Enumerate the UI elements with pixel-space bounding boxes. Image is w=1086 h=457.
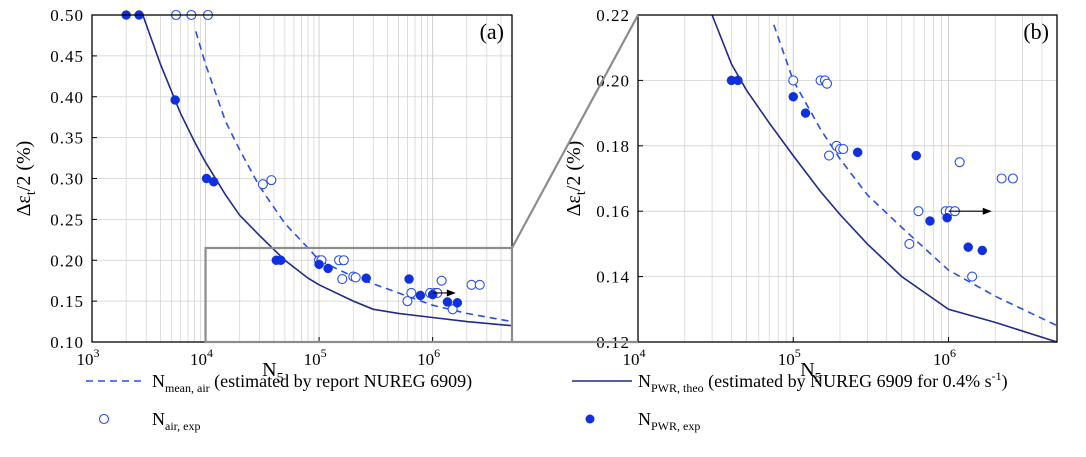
data-point-pwr_exp [733, 75, 743, 86]
x-axis-label: N5 [800, 359, 821, 386]
data-point-air_exp [338, 255, 349, 266]
zoom-connector [204, 14, 639, 344]
data-point-pwr_exp [323, 263, 333, 274]
data-point-pwr_exp [963, 242, 973, 252]
y-axis-label: Δεt/2 (%) [563, 141, 589, 217]
series-line-pwr_theo [711, 14, 1058, 343]
x-tick-label: 104 [190, 346, 213, 369]
y-axis-label: Δεt/2 (%) [13, 141, 39, 217]
x-tick-label: 105 [304, 346, 327, 369]
data-point-pwr_exp [170, 95, 180, 105]
data-point-air_exp [904, 238, 915, 249]
data-point-air_exp [954, 157, 965, 168]
x-tick-label: 104 [623, 346, 646, 369]
x-tick-label: 106 [417, 346, 440, 369]
runout-arrow-head [446, 289, 456, 297]
data-point-air_exp [350, 272, 361, 283]
series-line-pwr_theo [142, 14, 513, 327]
y-tick-label: 0.45 [50, 47, 84, 66]
data-point-air_exp [967, 271, 978, 282]
data-point-air_exp [823, 150, 835, 161]
series-line-mean_air [773, 24, 1058, 327]
data-point-pwr_exp [911, 150, 922, 161]
data-point-air_exp [913, 206, 924, 217]
y-tick-label: 0.25 [50, 210, 84, 229]
panel-label: (a) [480, 19, 504, 44]
y-tick-label: 0.22 [596, 6, 630, 25]
data-point-pwr_exp [276, 255, 286, 265]
legend-swatch-open-circle [98, 413, 110, 425]
legend: Nmean, air (estimated by report NUREG 69… [86, 369, 1008, 433]
data-point-pwr_exp [925, 216, 935, 226]
zoom-box [204, 246, 514, 344]
data-point-pwr_exp [452, 298, 463, 308]
x-axis-label: N5 [262, 359, 283, 386]
data-point-air_exp [436, 275, 447, 286]
data-point-pwr_exp [361, 273, 371, 283]
data-point-pwr_exp [208, 177, 219, 187]
legend-item-pwr_exp: NPWR, exp [585, 409, 700, 433]
data-point-pwr_exp [977, 245, 988, 256]
data-point-pwr_exp [942, 212, 952, 223]
x-tick-label: 103 [77, 346, 100, 369]
data-point-air_exp [266, 175, 277, 186]
data-point-pwr_exp [314, 259, 324, 270]
data-point-pwr_exp [800, 108, 811, 118]
legend-item-pwr_theo: NPWR, theo (estimated by NUREG 6909 for … [572, 369, 1008, 395]
y-tick-label: 0.20 [50, 251, 84, 270]
panel-a: 0.10 0.15 0.20 0.25 0.30 0.35 0.40 0.45 0.50 103 1… [13, 6, 513, 386]
data-point-pwr_exp [852, 147, 863, 158]
zoom-line-top [511, 14, 639, 249]
grid [637, 14, 1058, 343]
data-point-pwr_exp [427, 289, 438, 300]
data-point-air_exp [996, 173, 1007, 184]
legend-label: Nair, exp [152, 409, 201, 433]
y-tick-label: 0.16 [596, 202, 630, 221]
legend-item-air_exp: Nair, exp [98, 409, 201, 433]
runout-arrow-head [982, 207, 992, 215]
y-tick-label: 0.50 [50, 6, 84, 25]
data-point-air_exp [838, 144, 849, 155]
data-point-air_exp [466, 279, 477, 290]
y-tick-label: 0.35 [50, 129, 84, 148]
data-point-air_exp [257, 179, 268, 190]
y-tick-label: 0.10 [50, 333, 84, 352]
data-point-pwr_exp [415, 290, 426, 301]
y-tick-label: 0.40 [50, 88, 84, 107]
y-tick-label: 0.15 [50, 292, 84, 311]
y-tick-label: 0.18 [596, 137, 630, 156]
legend-swatch-filled-circle [585, 414, 595, 424]
data-point-air_exp [406, 287, 417, 299]
data-point-air_exp [788, 75, 799, 86]
legend-label: Nmean, air (estimated by report NUREG 69… [152, 371, 472, 395]
x-tick-label: 105 [778, 346, 801, 369]
data-point-air_exp [1007, 173, 1018, 184]
data-point-air_exp [821, 78, 833, 89]
legend-label: NPWR, exp [638, 409, 700, 433]
panel-label: (b) [1023, 19, 1049, 44]
data-point-air_exp [337, 274, 348, 285]
data-point-air_exp [447, 304, 458, 315]
data-point-pwr_exp [404, 274, 414, 284]
data-point-air_exp [402, 296, 413, 307]
y-tick-label: 0.30 [50, 170, 84, 189]
y-tick-label: 0.14 [596, 268, 630, 287]
legend-label: NPWR, theo (estimated by NUREG 6909 for … [638, 369, 1008, 395]
x-tick-label: 106 [933, 346, 956, 369]
plot-frame [637, 14, 1058, 343]
data-point-air_exp [474, 279, 485, 290]
legend-item-mean_air: Nmean, air (estimated by report NUREG 69… [86, 371, 472, 395]
data-point-pwr_exp [788, 92, 798, 102]
data-point-pwr_exp [442, 297, 453, 307]
